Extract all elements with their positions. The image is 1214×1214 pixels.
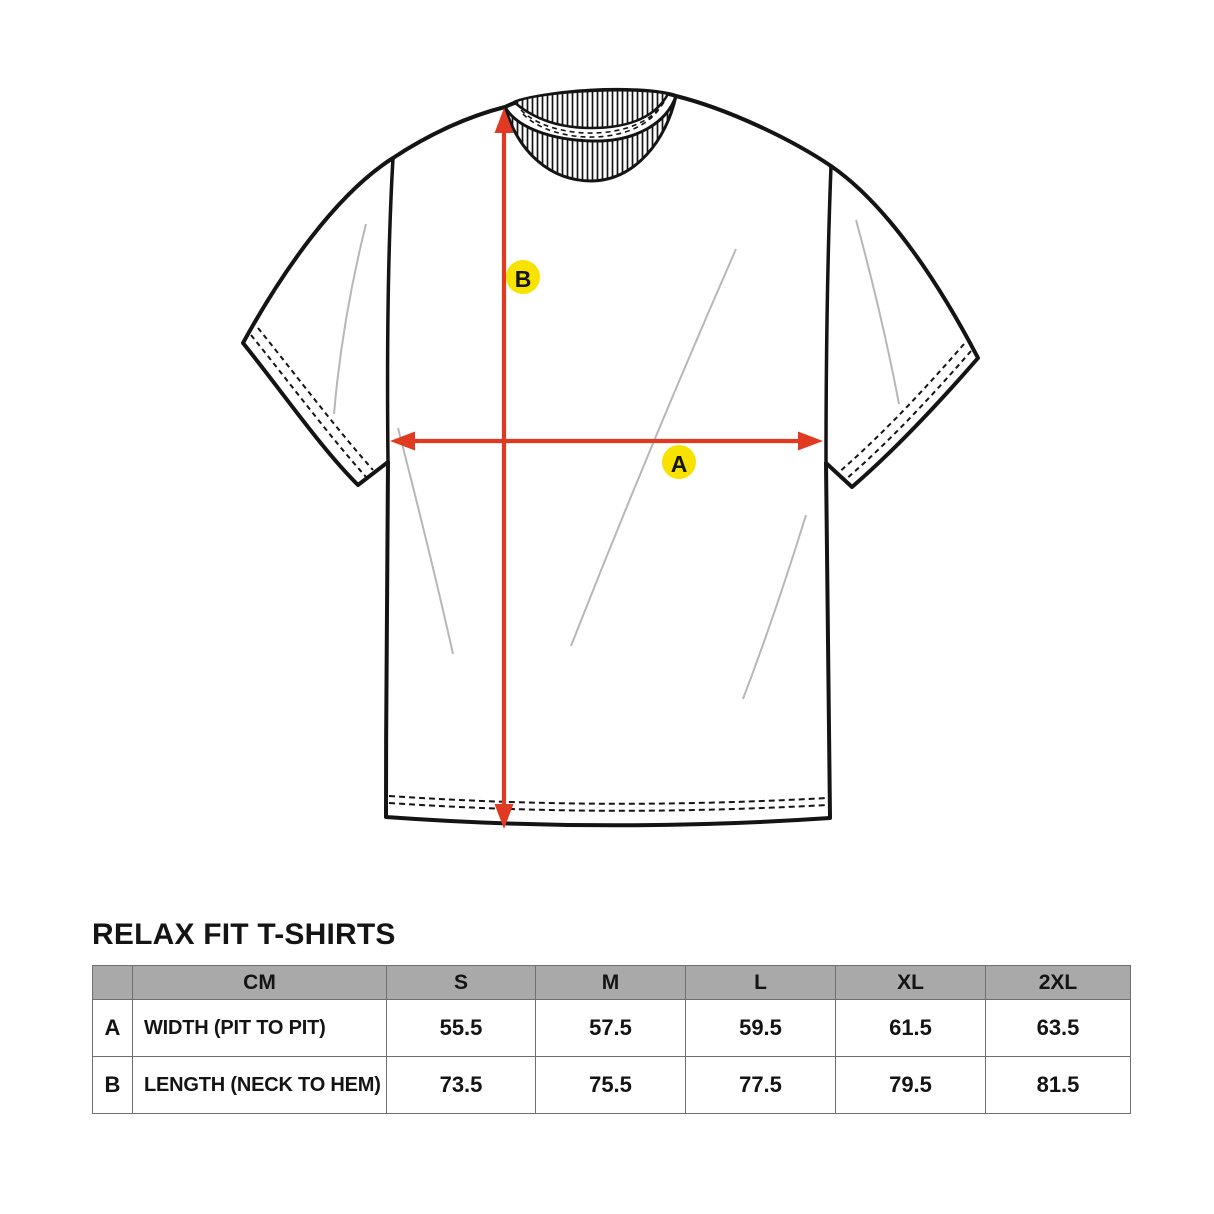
- header-size-xl: XL: [835, 965, 986, 1000]
- arrowhead-down: [494, 804, 514, 829]
- row-a-value-s: 55.5: [386, 999, 536, 1057]
- crease-line: [855, 219, 900, 405]
- row-a-value-m: 57.5: [535, 999, 686, 1057]
- tshirt-diagram: B A: [241, 87, 980, 829]
- row-b-value-xl: 79.5: [835, 1056, 986, 1114]
- header-size-m: M: [535, 965, 686, 1000]
- row-b-value-s: 73.5: [386, 1056, 536, 1114]
- marker-a: A: [662, 445, 696, 479]
- row-a-label: WIDTH (PIT TO PIT): [132, 999, 387, 1057]
- arrowhead-left: [390, 431, 415, 451]
- crease-line: [570, 248, 737, 647]
- row-b-value-l: 77.5: [685, 1056, 836, 1114]
- table-row-length: B LENGTH (NECK TO HEM) 73.5 75.5 77.5 79…: [92, 1056, 1131, 1114]
- crease-lines: [333, 219, 900, 700]
- collar-seam-stitch: [520, 101, 665, 138]
- arrow-a-horizontal: [390, 431, 823, 451]
- size-table: CM S M L XL 2XL A WIDTH (PIT TO PIT) 55.…: [92, 965, 1131, 1114]
- table-row-width: A WIDTH (PIT TO PIT) 55.5 57.5 59.5 61.5…: [92, 999, 1131, 1057]
- row-b-value-m: 75.5: [535, 1056, 686, 1114]
- armhole-seam-left: [385, 157, 395, 463]
- marker-b: B: [506, 260, 540, 294]
- row-a-value-2xl: 63.5: [985, 999, 1131, 1057]
- sleeve-stitch-right: [837, 343, 972, 481]
- size-table-header-row: CM S M L XL 2XL: [92, 965, 1131, 1000]
- header-size-s: S: [386, 965, 536, 1000]
- header-unit: CM: [132, 965, 387, 1000]
- collar-back-band: [512, 89, 670, 130]
- row-b-letter: B: [92, 1056, 133, 1114]
- marker-a-label: A: [671, 451, 688, 477]
- row-a-value-xl: 61.5: [835, 999, 986, 1057]
- tshirt-outline: [241, 87, 980, 828]
- header-size-l: L: [685, 965, 836, 1000]
- row-b-value-2xl: 81.5: [985, 1056, 1131, 1114]
- arrow-b-vertical: [494, 108, 514, 829]
- crease-line: [333, 223, 367, 415]
- collar: [503, 89, 678, 183]
- hem-stitch: [388, 795, 828, 812]
- header-size-2xl: 2XL: [985, 965, 1131, 1000]
- row-a-letter: A: [92, 999, 133, 1057]
- row-a-value-l: 59.5: [685, 999, 836, 1057]
- crease-line: [397, 427, 454, 655]
- arrowhead-up: [494, 108, 514, 133]
- arrowhead-right: [798, 431, 823, 451]
- sleeve-stitch-left: [250, 327, 374, 478]
- collar-front-band: [503, 94, 678, 183]
- armhole-seam-right: [824, 165, 833, 464]
- crease-line: [742, 514, 807, 700]
- header-letter: [92, 965, 133, 1000]
- marker-b-label: B: [515, 266, 532, 292]
- row-b-label: LENGTH (NECK TO HEM): [132, 1056, 387, 1114]
- page-title: RELAX FIT T-SHIRTS: [92, 918, 396, 951]
